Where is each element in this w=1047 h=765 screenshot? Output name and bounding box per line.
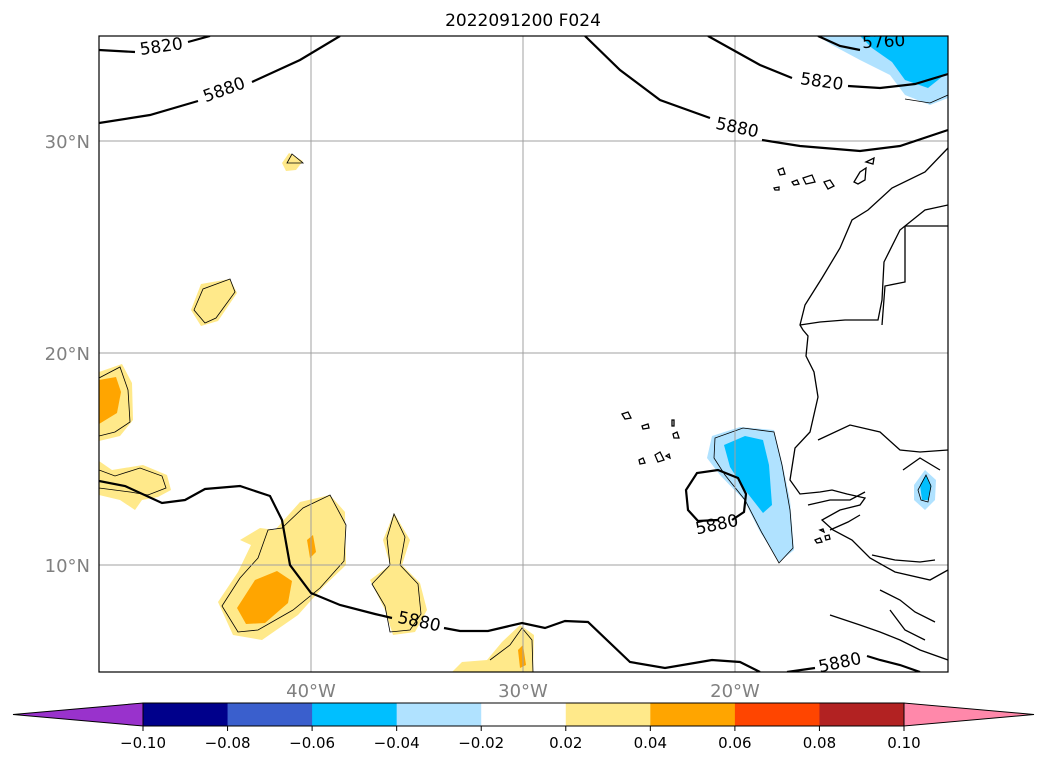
- colorbar-tick-label: −0.06: [289, 734, 335, 752]
- contour-label: 5760: [862, 31, 906, 53]
- shaded-areas: [99, 36, 948, 672]
- canary-islands: [773, 156, 875, 191]
- colorbar-tick-label: −0.04: [374, 734, 420, 752]
- colorbar-frame: [142, 702, 905, 727]
- contour-5880-se: [786, 654, 921, 672]
- contour-label: 5880: [817, 649, 863, 678]
- contour-5880-closed: [684, 468, 748, 523]
- height-contours: [99, 36, 948, 672]
- lon-label: 40°W: [286, 681, 336, 702]
- shade-south-yellow: [452, 625, 534, 672]
- colorbar-bin: [227, 703, 313, 726]
- shade-north-east-deepblue: [860, 36, 948, 88]
- contour-5760-ne: [817, 36, 861, 52]
- lon-label: 30°W: [498, 681, 548, 702]
- contour-5880-northwest: [99, 36, 341, 125]
- colorbar-tick-label: 0.08: [803, 734, 836, 752]
- colorbar-tick-label: −0.10: [120, 734, 166, 752]
- colorbar-tick-label: 0.04: [634, 734, 667, 752]
- bissagos-islands: [814, 528, 831, 544]
- shade-outlines: [99, 94, 948, 672]
- lat-label: 10°N: [45, 556, 90, 577]
- contour-5880-south: [99, 479, 761, 672]
- shade-west-18n-orange: [99, 377, 121, 424]
- contour-5820-west: [99, 36, 211, 54]
- map-title: 2022091200 F024: [445, 11, 601, 31]
- colorbar-tick-label: 0.06: [718, 734, 751, 752]
- colorbar-over-arrow: [903, 702, 1035, 727]
- colorbar-bin: [312, 703, 398, 726]
- colorbar-tick-label: −0.08: [205, 734, 251, 752]
- shade-cape-verde-blue: [724, 436, 772, 513]
- shade-south-orange: [518, 645, 526, 668]
- colorbar: −0.10 −0.08 −0.06 −0.04 −0.02 0.02 0.04 0.06 0.0…: [12, 702, 1035, 752]
- inland-border-1: [799, 204, 948, 326]
- lat-label: 30°N: [45, 132, 90, 153]
- colorbar-bin: [650, 703, 736, 726]
- colorbar-bin: [565, 703, 651, 726]
- lon-label: 20°W: [710, 681, 760, 702]
- africa-coast: [789, 147, 948, 581]
- gridlines: [99, 36, 948, 672]
- latitude-labels: 30°N 20°N 10°N: [45, 132, 90, 577]
- colorbar-bin: [396, 703, 482, 726]
- west-africa-rivers: [807, 424, 948, 661]
- colorbar-tick-label: −0.02: [458, 734, 504, 752]
- colorbar-bin: [481, 703, 567, 726]
- colorbar-under-arrow: [12, 702, 144, 727]
- colorbar-tick-label: 0.02: [549, 734, 582, 752]
- colorbar-bin: [819, 703, 905, 726]
- contour-5820-ne: [707, 36, 948, 90]
- shade-small-island-yellow: [282, 153, 303, 171]
- cape-verde-islands: [621, 411, 680, 465]
- colorbar-bin: [734, 703, 820, 726]
- colorbar-bin: [143, 703, 229, 726]
- colorbar-tick-label: 0.10: [887, 734, 920, 752]
- lat-label: 20°N: [45, 344, 90, 365]
- contour-label: 5820: [138, 34, 184, 60]
- map-frame: [98, 35, 949, 673]
- longitude-labels: 40°W 30°W 20°W: [286, 681, 760, 702]
- shade-cell-10n-orange: [237, 571, 292, 624]
- coastlines: [621, 147, 948, 661]
- inland-border-3: [881, 226, 906, 326]
- contour-5880-ne: [584, 36, 948, 153]
